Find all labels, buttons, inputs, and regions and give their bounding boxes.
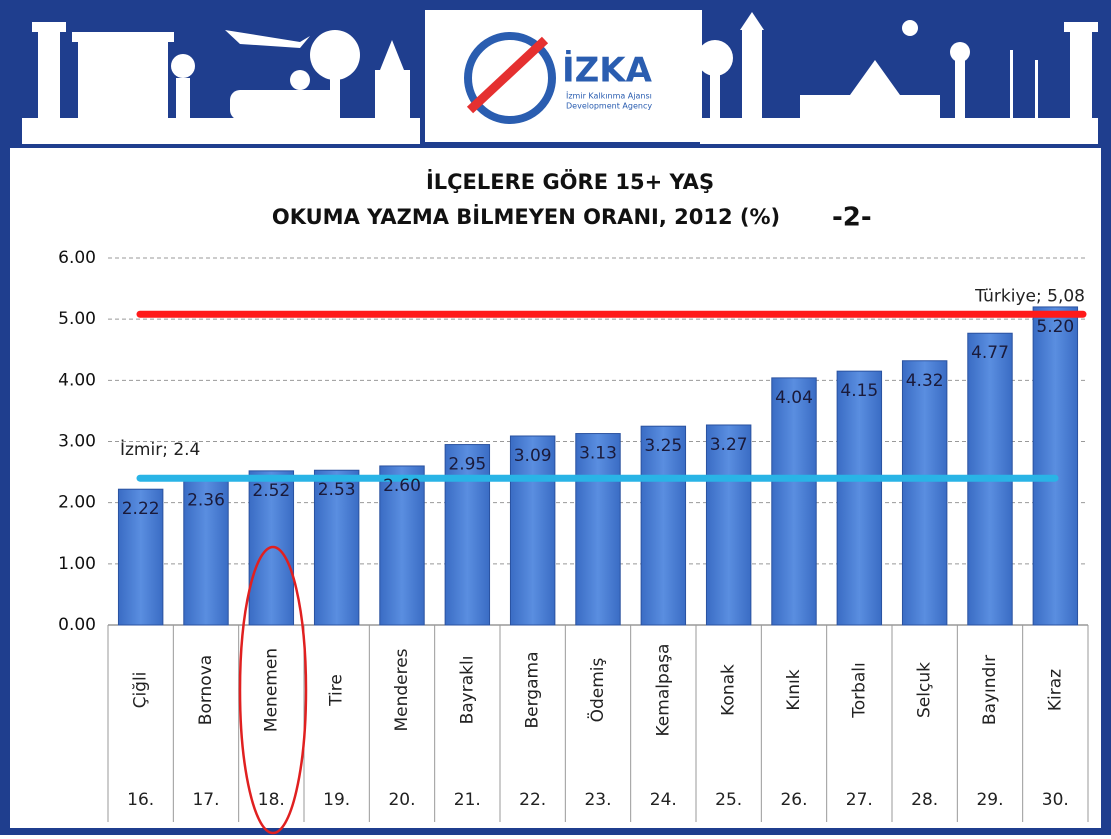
rank-label: 26. bbox=[780, 790, 807, 810]
reference-label: Türkiye; 5,08 bbox=[974, 286, 1085, 306]
y-tick-label: 5.00 bbox=[58, 309, 96, 329]
bar bbox=[836, 370, 883, 626]
value-label: 3.27 bbox=[710, 435, 748, 455]
x-tick-label: Bayraklı bbox=[457, 656, 477, 725]
x-tick-label: Bayındır bbox=[980, 655, 1000, 725]
x-tick-label: Tire bbox=[327, 674, 347, 707]
x-tick-label: Ödemiş bbox=[586, 657, 608, 722]
y-tick-label: 3.00 bbox=[58, 432, 96, 452]
bar bbox=[575, 433, 621, 626]
value-label: 5.20 bbox=[1036, 317, 1074, 337]
x-tick-label: Bergama bbox=[523, 652, 543, 729]
rank-label: 25. bbox=[715, 790, 742, 810]
value-label: 4.32 bbox=[906, 371, 944, 391]
bar bbox=[117, 488, 164, 626]
rank-label: 28. bbox=[911, 790, 938, 810]
value-label: 4.77 bbox=[971, 343, 1009, 363]
rank-label: 18. bbox=[258, 790, 285, 810]
logo-mark bbox=[466, 36, 549, 114]
y-tick-label: 0.00 bbox=[58, 615, 96, 635]
rank-label: 20. bbox=[388, 790, 415, 810]
logo-text: İZKA bbox=[562, 50, 653, 91]
bar bbox=[771, 377, 817, 626]
rank-label: 22. bbox=[519, 790, 546, 810]
bar bbox=[901, 360, 948, 626]
y-tick-label: 4.00 bbox=[58, 370, 96, 390]
rank-label: 24. bbox=[650, 790, 677, 810]
x-tick-label: Konak bbox=[719, 664, 739, 716]
x-tick-label: Kiraz bbox=[1045, 669, 1065, 711]
reference-label: İzmir; 2.4 bbox=[120, 439, 200, 460]
bar bbox=[509, 435, 556, 626]
value-label: 4.04 bbox=[775, 388, 813, 408]
value-label: 3.13 bbox=[579, 444, 617, 464]
chart-title-part: -2- bbox=[832, 203, 872, 233]
rank-label: 16. bbox=[127, 790, 154, 810]
logo-mark bbox=[464, 32, 556, 124]
value-label: 2.53 bbox=[318, 480, 356, 500]
rank-label: 30. bbox=[1042, 790, 1069, 810]
x-tick-label: Selçuk bbox=[915, 662, 935, 718]
y-tick-label: 1.00 bbox=[58, 554, 96, 574]
x-tick-label: Menemen bbox=[261, 648, 281, 732]
rank-label: 23. bbox=[584, 790, 611, 810]
bar bbox=[444, 444, 491, 626]
bar bbox=[1032, 306, 1079, 626]
bar bbox=[640, 425, 687, 626]
value-label: 2.95 bbox=[448, 455, 486, 475]
bar bbox=[313, 469, 360, 626]
highlight-ellipse bbox=[238, 545, 308, 835]
value-label: 4.15 bbox=[840, 381, 878, 401]
bar bbox=[183, 480, 229, 626]
x-tick-label: Kınık bbox=[784, 669, 804, 710]
bar bbox=[705, 424, 752, 626]
agency-name: Development Agency bbox=[566, 102, 652, 111]
plot: 0.00 1.00 2.00 3.00 4.00 5.00 6.00 Çiğli 16. Born… bbox=[58, 248, 1089, 822]
skyline-left bbox=[22, 22, 420, 144]
x-tick-label: Çiğli bbox=[131, 672, 151, 709]
agency-name: İzmir Kalkınma Ajansı bbox=[566, 91, 652, 101]
x-tick-label: Torbalı bbox=[849, 662, 869, 719]
rank-label: 17. bbox=[192, 790, 219, 810]
x-tick-label: Bornova bbox=[196, 655, 216, 725]
rank-label: 29. bbox=[976, 790, 1003, 810]
value-label: 3.25 bbox=[644, 436, 682, 456]
chart-title: İLÇELERE GÖRE 15+ YAŞ bbox=[426, 169, 714, 194]
value-label: 3.09 bbox=[514, 446, 552, 466]
y-tick-label: 2.00 bbox=[58, 493, 96, 513]
y-tick-label: 6.00 bbox=[58, 248, 96, 268]
bar bbox=[379, 465, 425, 626]
x-tick-label: Kemalpaşa bbox=[653, 644, 673, 737]
rank-label: 19. bbox=[323, 790, 350, 810]
rank-label: 21. bbox=[454, 790, 481, 810]
value-label: 2.60 bbox=[383, 476, 421, 496]
chart-title: OKUMA YAZMA BİLMEYEN ORANI, 2012 (%) bbox=[272, 204, 780, 229]
x-tick-label: Menderes bbox=[392, 648, 412, 731]
value-label: 2.36 bbox=[187, 491, 225, 511]
skyline-right bbox=[697, 12, 1098, 144]
rank-label: 27. bbox=[846, 790, 873, 810]
value-label: 2.52 bbox=[252, 481, 290, 501]
value-label: 2.22 bbox=[122, 499, 160, 519]
